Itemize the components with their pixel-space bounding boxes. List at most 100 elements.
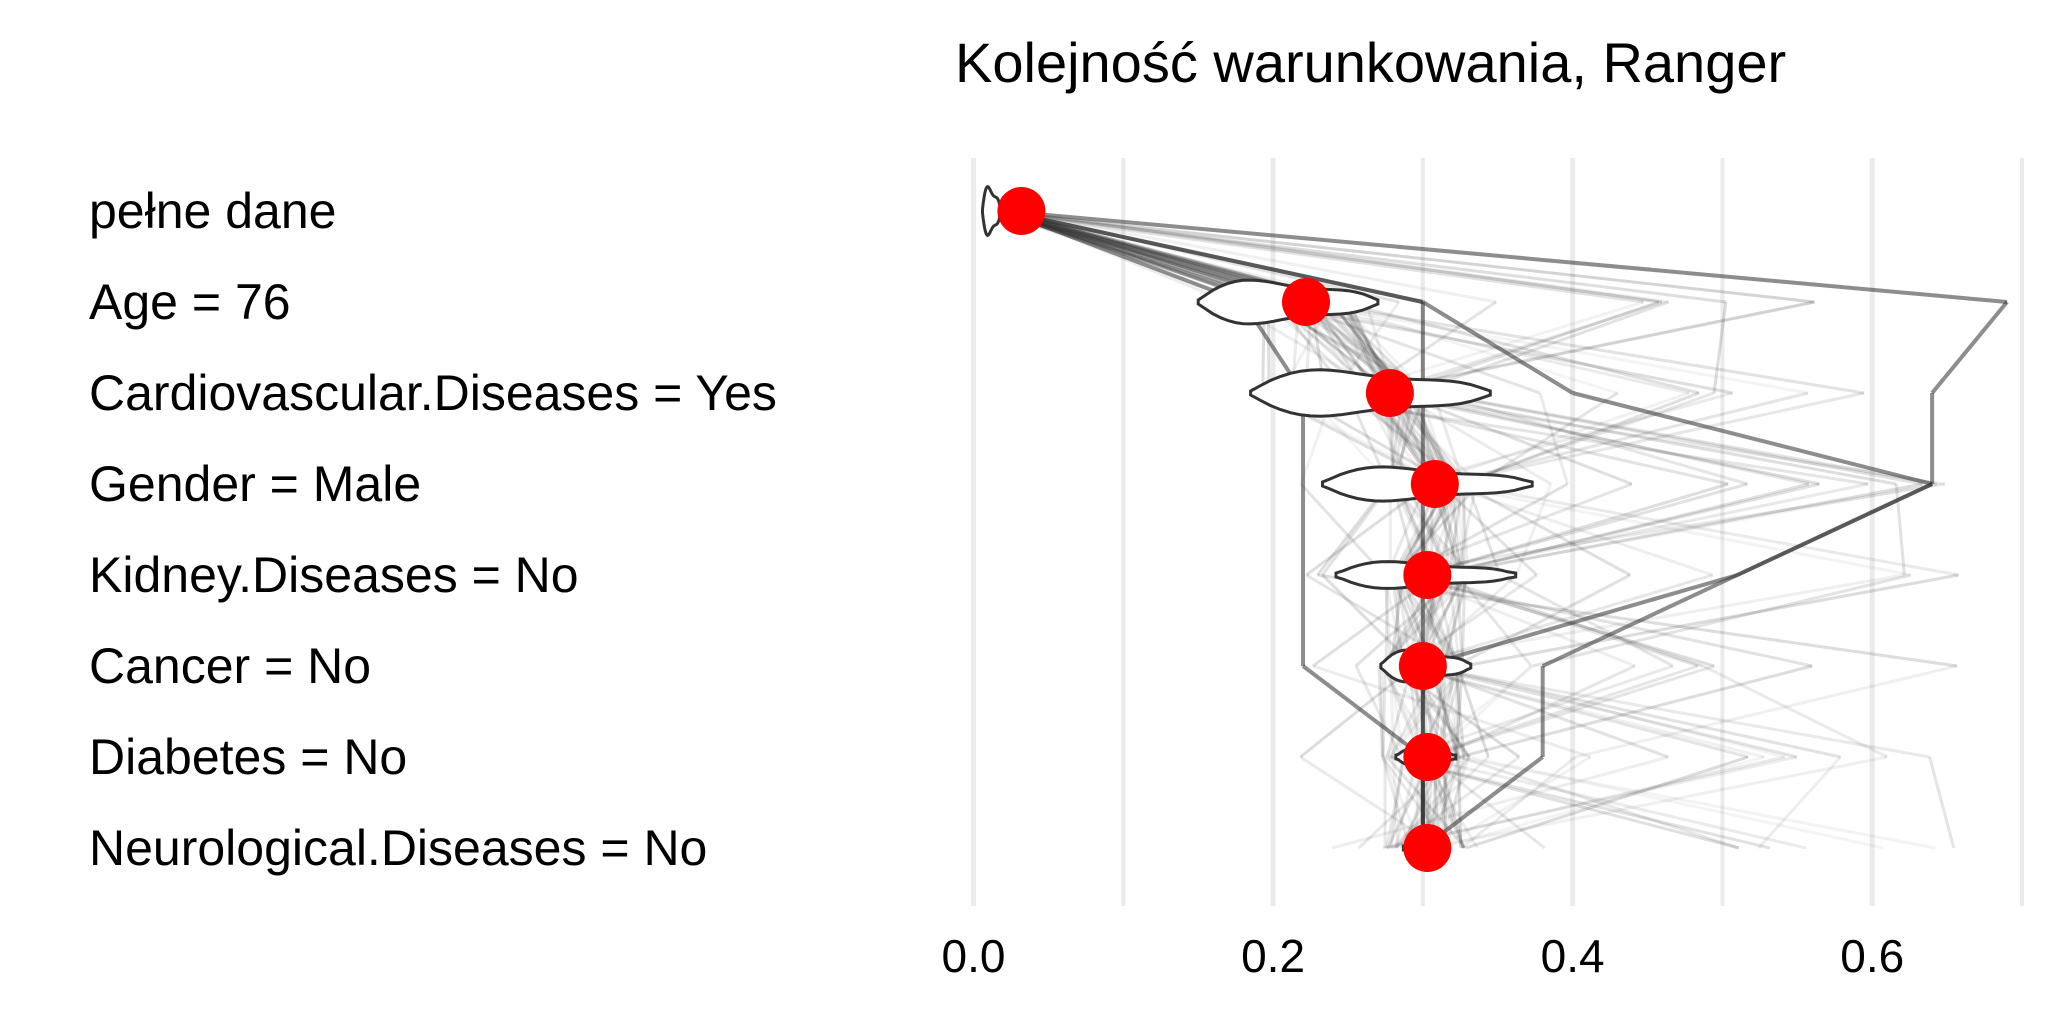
- observation-path: [1338, 300, 1700, 395]
- observation-path: [1455, 756, 1463, 849]
- observation-path: [989, 209, 1727, 304]
- observation-path: [1392, 300, 1660, 395]
- observation-path: [1423, 664, 1699, 759]
- observation-path: [1389, 574, 1405, 667]
- observation-path: [1396, 391, 1633, 486]
- observation-path: [1420, 664, 1798, 759]
- observation-path: [1403, 664, 1749, 759]
- observation-path: [993, 209, 1814, 304]
- observation-path: [1422, 573, 1738, 668]
- observation-path: [1368, 391, 1946, 486]
- observation-path: [1443, 482, 1714, 577]
- observation-path: [1428, 391, 1923, 486]
- observation-path: [1438, 482, 1912, 577]
- observation-path: [1432, 392, 1466, 485]
- observation-path: [1468, 755, 1884, 850]
- observation-path: [1394, 756, 1458, 849]
- observation-path: [1437, 482, 1938, 577]
- observation-path: [1702, 664, 1888, 759]
- observation-path: [1364, 300, 1814, 395]
- observation-path: [1384, 574, 1389, 667]
- observation-path: [1385, 756, 1406, 849]
- observation-path: [1455, 483, 1478, 576]
- observation-path: [1431, 664, 1533, 759]
- observation-path: [1440, 391, 1809, 486]
- observation-path: [1386, 755, 1785, 850]
- observation-path: [989, 209, 1644, 304]
- observation-path: [1005, 209, 1497, 304]
- observation-path: [1008, 209, 1669, 304]
- observation-path: [1428, 573, 1704, 668]
- observation-path: [1712, 301, 1728, 394]
- row-labels: pełne dane Age = 76 Cardiovascular.Disease…: [89, 183, 777, 876]
- observation-path: [1463, 573, 1959, 668]
- observation-path: [1397, 391, 1897, 486]
- mean-point: [1398, 642, 1447, 690]
- row-label: Diabetes = No: [89, 729, 407, 785]
- observation-path: [1455, 665, 1462, 758]
- observation-path: [1419, 573, 1699, 668]
- observation-path: [1390, 755, 1490, 850]
- observation-path: [1427, 482, 1869, 577]
- observation-path: [1304, 300, 1865, 395]
- observation-path: [1379, 665, 1385, 758]
- row-label: Neurological.Diseases = No: [89, 820, 707, 876]
- observation-path: [1538, 392, 1569, 485]
- row-label: pełne dane: [89, 183, 336, 239]
- observation-path: [1452, 665, 1460, 758]
- observation-path: [1003, 209, 1424, 304]
- observation-path: [1299, 664, 1416, 759]
- observation-path: [1422, 664, 1841, 759]
- observation-path: [1455, 574, 1533, 667]
- observation-path: [1466, 483, 1502, 576]
- observation-path: [1457, 391, 1715, 486]
- observation-path: [1408, 573, 1714, 668]
- prediction-paths: [988, 209, 2009, 850]
- observation-path: [1438, 755, 1592, 850]
- observation-path: [1425, 391, 1690, 486]
- row-label: Cardiovascular.Diseases = Yes: [89, 365, 777, 421]
- observation-path: [1417, 755, 1807, 850]
- observation-path: [1515, 483, 1553, 576]
- observation-path: [1382, 755, 1798, 850]
- observation-path: [1379, 300, 1663, 395]
- observation-path: [1290, 300, 1690, 395]
- x-tick-label: 0.4: [1541, 930, 1605, 982]
- observation-path: [1426, 755, 1546, 850]
- observation-path: [1299, 482, 1386, 577]
- observation-path: [1456, 665, 1490, 758]
- observation-path: [1437, 664, 1636, 759]
- observation-path: [1465, 755, 1749, 850]
- row-label: Gender = Male: [89, 456, 421, 512]
- observation-path: [1392, 391, 1810, 486]
- observation-path: [1296, 300, 1809, 395]
- observation-path: [1421, 300, 1574, 395]
- observation-path: [1003, 209, 2008, 304]
- mean-point: [1365, 369, 1414, 417]
- row-label: Age = 76: [89, 274, 291, 330]
- observation-path: [1930, 300, 2009, 395]
- observation-path: [1407, 391, 1733, 486]
- observation-path: [1572, 391, 1933, 486]
- observation-path: [1390, 573, 1813, 668]
- observation-path: [991, 209, 1815, 304]
- observation-path: [998, 209, 1663, 304]
- observation-path: [1541, 573, 1739, 668]
- observation-path: [1384, 482, 1946, 577]
- observation-path: [1447, 665, 1458, 758]
- observation-path: [1436, 574, 1466, 667]
- observation-path: [1391, 756, 1400, 849]
- observation-path: [1454, 665, 1466, 758]
- x-tick-label: 0.6: [1840, 930, 1904, 982]
- observation-path: [1456, 755, 1936, 850]
- observation-path: [1460, 755, 1577, 850]
- observation-path: [1458, 664, 1813, 759]
- observation-path: [1002, 209, 1244, 304]
- observation-path: [1445, 756, 1466, 849]
- observation-path: [1436, 482, 1820, 577]
- observation-path: [1379, 573, 1473, 668]
- observation-path: [1421, 482, 1729, 577]
- observation-path: [1392, 574, 1460, 667]
- observation-path: [1404, 664, 1765, 759]
- observation-path: [1389, 755, 1771, 850]
